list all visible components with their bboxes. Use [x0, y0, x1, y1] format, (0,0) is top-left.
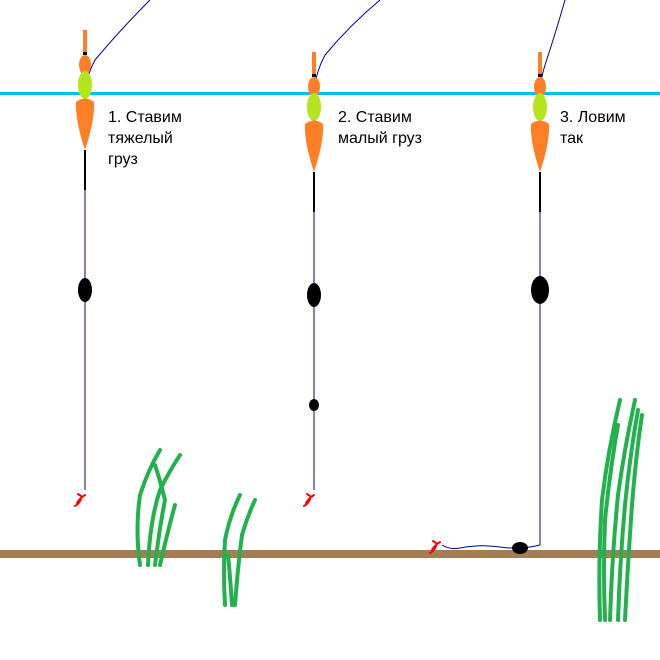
label-3-line-1: 3. Ловим	[560, 109, 626, 126]
label-step-1: 1. Ставим тяжелый груз	[108, 108, 182, 170]
diagram-svg	[0, 0, 660, 660]
label-step-3: 3. Ловим так	[560, 108, 626, 150]
lake-bottom-line	[0, 550, 660, 558]
label-2-line-1: 2. Ставим	[338, 109, 412, 126]
diagram-canvas: 1. Ставим тяжелый груз 2. Ставим малый г…	[0, 0, 660, 660]
label-1-line-2: тяжелый	[108, 130, 173, 147]
label-1-line-1: 1. Ставим	[108, 109, 182, 126]
label-step-2: 2. Ставим малый груз	[338, 108, 422, 150]
label-2-line-2: малый груз	[338, 130, 422, 147]
label-3-line-2: так	[560, 130, 583, 147]
label-1-line-3: груз	[108, 151, 138, 168]
water-surface-line	[0, 92, 660, 95]
